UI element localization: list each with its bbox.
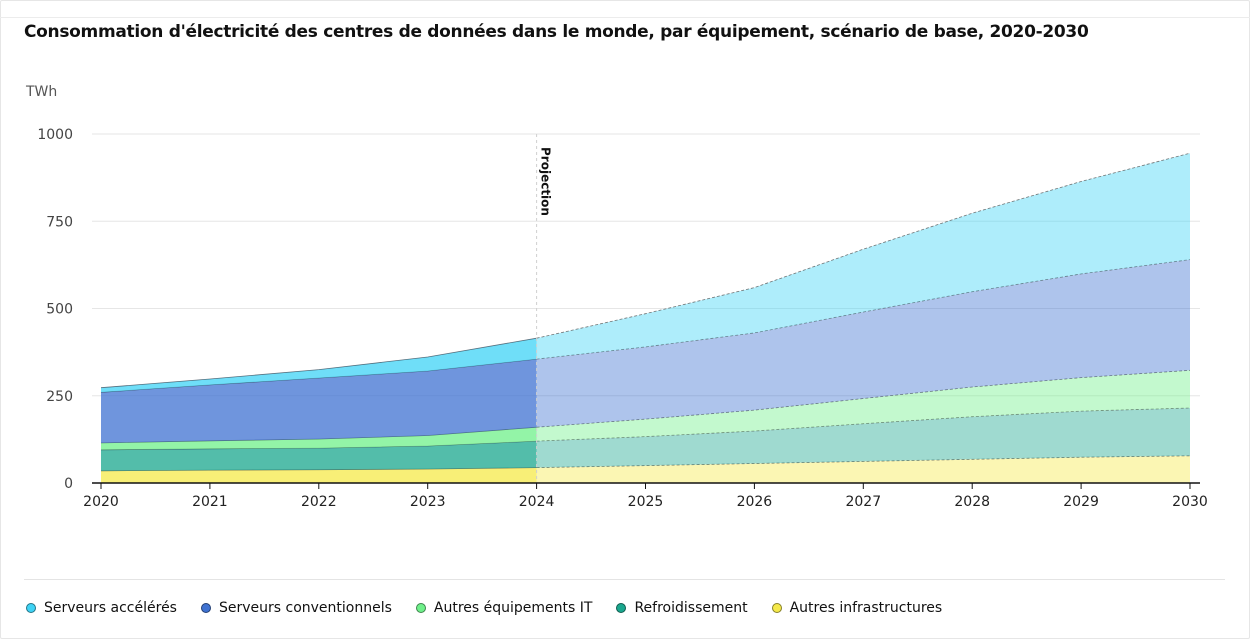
area-historical-serveurs-conventionnels xyxy=(101,359,537,443)
area-projection-serveurs-conventionnels xyxy=(536,259,1190,428)
area-projection-refroidissement xyxy=(536,408,1190,468)
y-tick-label: 750 xyxy=(46,214,73,230)
y-axis-unit-label: TWh xyxy=(25,84,57,100)
line-projection-serveurs-conventionnels xyxy=(536,259,1191,360)
projection-label: Projection xyxy=(539,147,553,216)
x-tick-label: 2020 xyxy=(83,494,119,510)
x-tick-label: 2030 xyxy=(1172,494,1208,510)
x-tick-label: 2029 xyxy=(1063,494,1099,510)
legend: Serveurs accélérés Serveurs conventionnel… xyxy=(26,600,966,616)
legend-divider xyxy=(24,579,1225,580)
legend-label: Autres infrastructures xyxy=(789,600,943,616)
legend-swatch xyxy=(26,603,36,613)
legend-swatch xyxy=(200,603,211,613)
area-projection-autres-equipements-it xyxy=(536,370,1190,442)
line-projection-serveurs-acceleres xyxy=(536,152,1191,339)
legend-swatch xyxy=(771,603,782,613)
line-projection-refroidissement xyxy=(536,407,1191,442)
line-projection-autres-equipements-it xyxy=(536,369,1191,428)
legend-item[interactable]: Refroidissement xyxy=(616,600,748,616)
x-tick-label: 2027 xyxy=(845,494,881,510)
x-tick-label: 2021 xyxy=(192,494,228,510)
line-projection-autres-infrastructures xyxy=(536,455,1191,468)
area-projection-autres-infrastructures xyxy=(536,455,1190,483)
x-tick-label: 2026 xyxy=(737,494,773,510)
legend-item[interactable]: Autres infrastructures xyxy=(771,600,943,616)
area-historical-autres-infrastructures xyxy=(101,467,537,483)
chart-title: Consommation d'électricité des centres d… xyxy=(24,22,1089,42)
x-tick-label: 2023 xyxy=(410,494,446,510)
area-historical-refroidissement xyxy=(101,441,537,471)
x-tick-label: 2024 xyxy=(519,494,555,510)
legend-label: Serveurs accélérés xyxy=(44,600,177,616)
top-divider xyxy=(0,17,1250,18)
y-tick-label: 500 xyxy=(46,302,73,318)
legend-item[interactable]: Autres équipements IT xyxy=(415,600,593,616)
legend-item[interactable]: Serveurs conventionnels xyxy=(200,600,392,616)
area-historical-autres-equipements-it xyxy=(101,427,537,450)
x-tick-label: 2028 xyxy=(954,494,990,510)
legend-label: Serveurs conventionnels xyxy=(218,600,392,616)
legend-item[interactable]: Serveurs accélérés xyxy=(26,600,177,616)
y-tick-label: 250 xyxy=(46,389,73,405)
legend-label: Refroidissement xyxy=(634,600,748,616)
legend-swatch xyxy=(616,603,627,613)
y-tick-label: 0 xyxy=(64,476,73,492)
x-tick-label: 2022 xyxy=(301,494,337,510)
x-tick-label: 2025 xyxy=(628,494,664,510)
y-tick-label: 1000 xyxy=(37,127,73,143)
legend-swatch xyxy=(415,603,426,613)
legend-label: Autres équipements IT xyxy=(433,600,593,616)
area-historical-serveurs-acceleres xyxy=(101,338,537,393)
line-historical-serveurs-acceleres xyxy=(100,337,537,389)
area-projection-serveurs-acceleres xyxy=(536,153,1190,360)
